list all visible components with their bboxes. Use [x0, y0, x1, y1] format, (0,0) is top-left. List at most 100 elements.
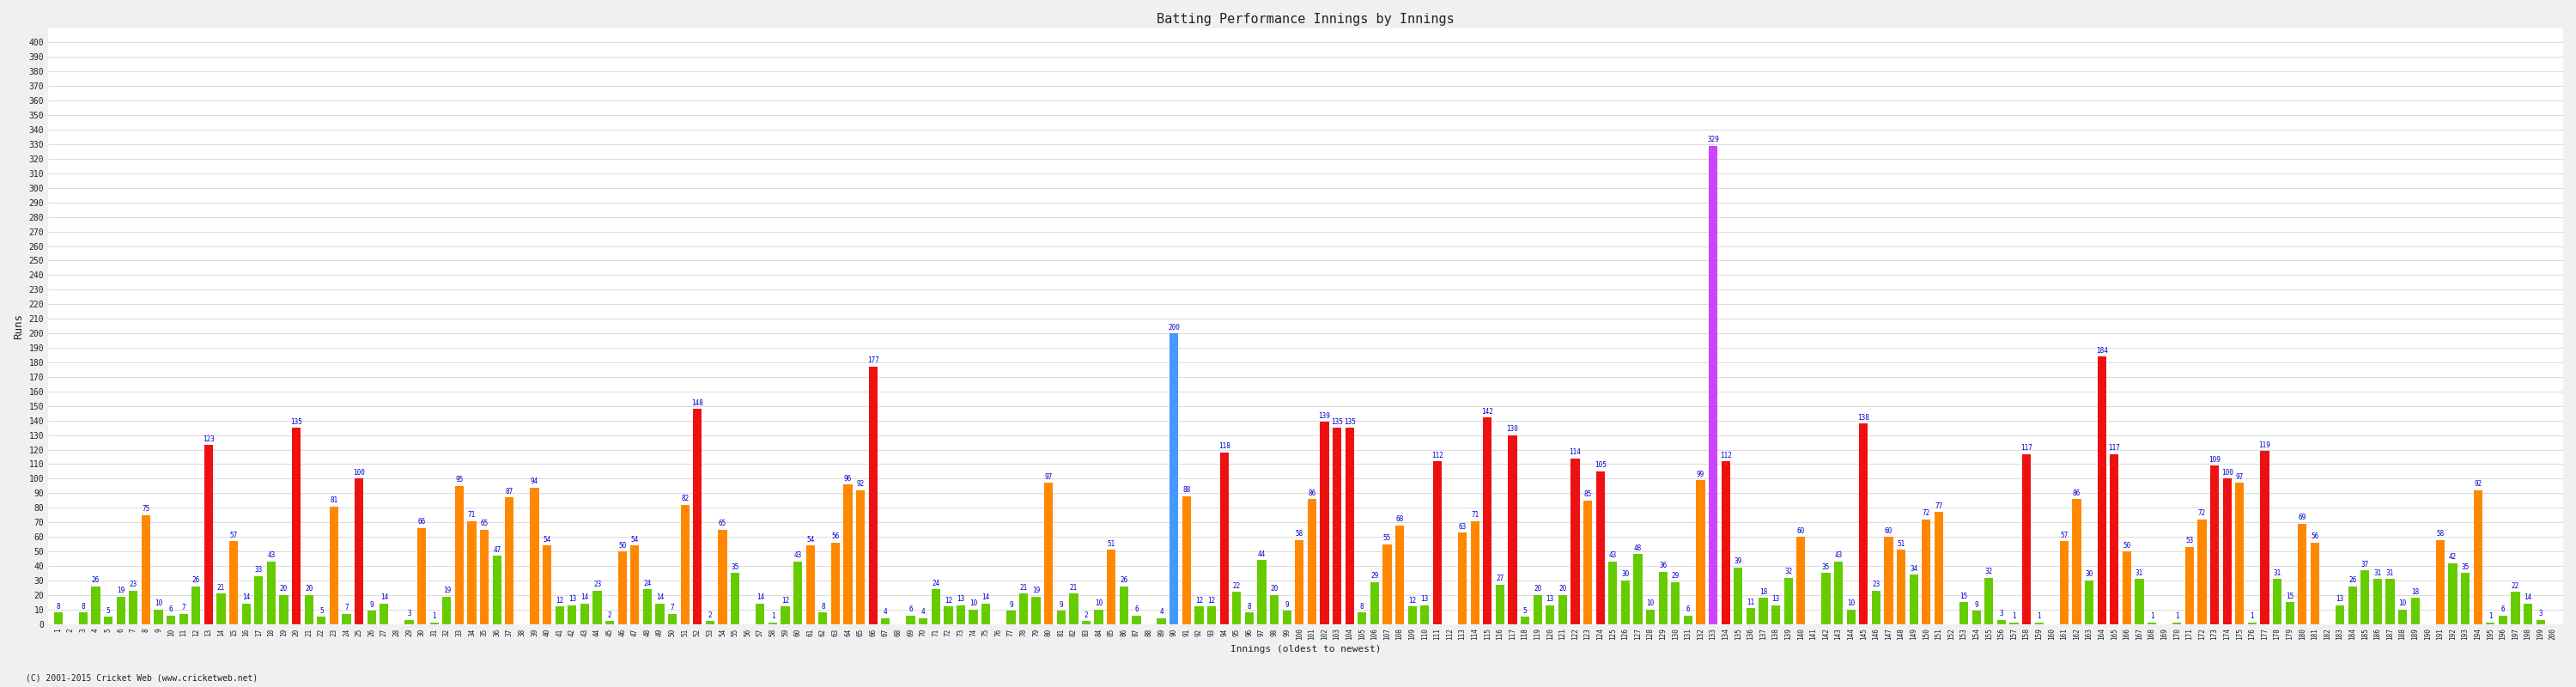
Bar — [1082, 621, 1090, 624]
Bar — [1221, 453, 1229, 624]
Bar — [1095, 609, 1103, 624]
Bar — [956, 605, 966, 624]
Text: 1: 1 — [770, 613, 775, 620]
Bar — [2486, 622, 2494, 624]
Text: 71: 71 — [469, 511, 477, 519]
Bar — [1108, 550, 1115, 624]
Bar — [868, 367, 878, 624]
Bar — [155, 609, 162, 624]
Bar — [592, 591, 603, 624]
Text: 139: 139 — [1319, 412, 1329, 420]
Text: 112: 112 — [1721, 451, 1731, 459]
Text: 10: 10 — [1095, 600, 1103, 607]
Bar — [1597, 471, 1605, 624]
Text: 1: 1 — [2251, 613, 2254, 620]
Text: 87: 87 — [505, 488, 513, 495]
Text: 32: 32 — [1785, 567, 1793, 575]
Text: 29: 29 — [1370, 572, 1378, 580]
Text: 33: 33 — [255, 566, 263, 574]
Bar — [2298, 523, 2306, 624]
Text: 184: 184 — [2097, 347, 2107, 354]
Text: 8: 8 — [57, 602, 59, 610]
Bar — [466, 521, 477, 624]
Bar — [278, 595, 289, 624]
Text: 32: 32 — [1986, 567, 1994, 575]
Text: 56: 56 — [832, 532, 840, 541]
Text: 14: 14 — [757, 594, 765, 602]
Text: 2: 2 — [608, 611, 611, 619]
Bar — [556, 607, 564, 624]
Text: 34: 34 — [1909, 565, 1917, 572]
Text: 55: 55 — [1383, 534, 1391, 542]
Bar — [881, 618, 889, 624]
Text: 58: 58 — [2437, 530, 2445, 537]
Text: 43: 43 — [1834, 552, 1842, 559]
Bar — [1759, 598, 1767, 624]
Bar — [1283, 611, 1291, 624]
Bar — [2360, 570, 2370, 624]
Bar — [2097, 357, 2107, 624]
Bar — [2398, 609, 2406, 624]
Bar — [2272, 579, 2282, 624]
Bar — [618, 552, 626, 624]
Bar — [304, 595, 314, 624]
Text: 31: 31 — [2385, 569, 2393, 577]
Bar — [580, 604, 590, 624]
Bar — [1043, 483, 1054, 624]
Bar — [129, 591, 137, 624]
Bar — [1131, 616, 1141, 624]
Text: 5: 5 — [106, 607, 111, 615]
Bar — [1007, 611, 1015, 624]
Bar — [1170, 333, 1177, 624]
Text: 6: 6 — [909, 605, 912, 613]
Bar — [920, 618, 927, 624]
Bar — [1471, 521, 1479, 624]
Bar — [1020, 594, 1028, 624]
Bar — [142, 515, 149, 624]
Text: 123: 123 — [204, 436, 214, 443]
Text: 72: 72 — [2197, 510, 2205, 517]
Bar — [2336, 605, 2344, 624]
Bar — [2123, 552, 2130, 624]
Text: 200: 200 — [1167, 324, 1180, 331]
Bar — [732, 573, 739, 624]
Text: 138: 138 — [1857, 414, 1870, 421]
Text: 23: 23 — [129, 581, 137, 589]
Bar — [1821, 573, 1832, 624]
Text: 75: 75 — [142, 505, 149, 513]
Text: 20: 20 — [1533, 585, 1540, 593]
Text: 130: 130 — [1507, 425, 1517, 433]
Text: 112: 112 — [1432, 451, 1443, 459]
Text: 24: 24 — [644, 579, 652, 587]
Bar — [204, 445, 214, 624]
Text: 35: 35 — [1821, 563, 1829, 571]
Bar — [768, 622, 778, 624]
Text: 14: 14 — [381, 594, 389, 602]
Bar — [706, 621, 714, 624]
Text: 27: 27 — [1497, 575, 1504, 583]
Text: 10: 10 — [1847, 600, 1855, 607]
Title: Batting Performance Innings by Innings: Batting Performance Innings by Innings — [1157, 13, 1455, 25]
Text: 1: 1 — [433, 613, 435, 620]
Bar — [404, 620, 415, 624]
Bar — [268, 561, 276, 624]
Text: 148: 148 — [690, 399, 703, 407]
Text: 31: 31 — [2136, 569, 2143, 577]
Text: 3: 3 — [2537, 610, 2543, 618]
Bar — [1607, 561, 1618, 624]
Text: 8: 8 — [822, 602, 824, 610]
Text: 100: 100 — [2221, 469, 2233, 477]
Bar — [1484, 418, 1492, 624]
Text: 11: 11 — [1747, 598, 1754, 606]
Text: 71: 71 — [1471, 511, 1479, 519]
Bar — [355, 479, 363, 624]
Bar — [1358, 612, 1365, 624]
Bar — [2411, 598, 2419, 624]
Text: 48: 48 — [1633, 544, 1641, 552]
Text: 54: 54 — [544, 536, 551, 543]
Bar — [379, 604, 389, 624]
Text: 3: 3 — [407, 610, 412, 618]
Bar — [719, 530, 726, 624]
Bar — [2148, 622, 2156, 624]
Text: 82: 82 — [680, 495, 688, 503]
